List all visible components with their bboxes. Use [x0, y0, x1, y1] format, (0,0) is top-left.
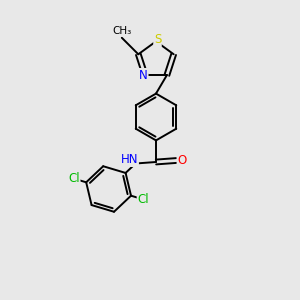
Text: O: O	[177, 154, 186, 167]
Text: CH₃: CH₃	[112, 26, 131, 36]
Text: Cl: Cl	[137, 193, 149, 206]
Text: S: S	[154, 33, 161, 46]
Text: HN: HN	[121, 153, 138, 167]
Text: Cl: Cl	[68, 172, 80, 185]
Text: N: N	[139, 68, 148, 82]
